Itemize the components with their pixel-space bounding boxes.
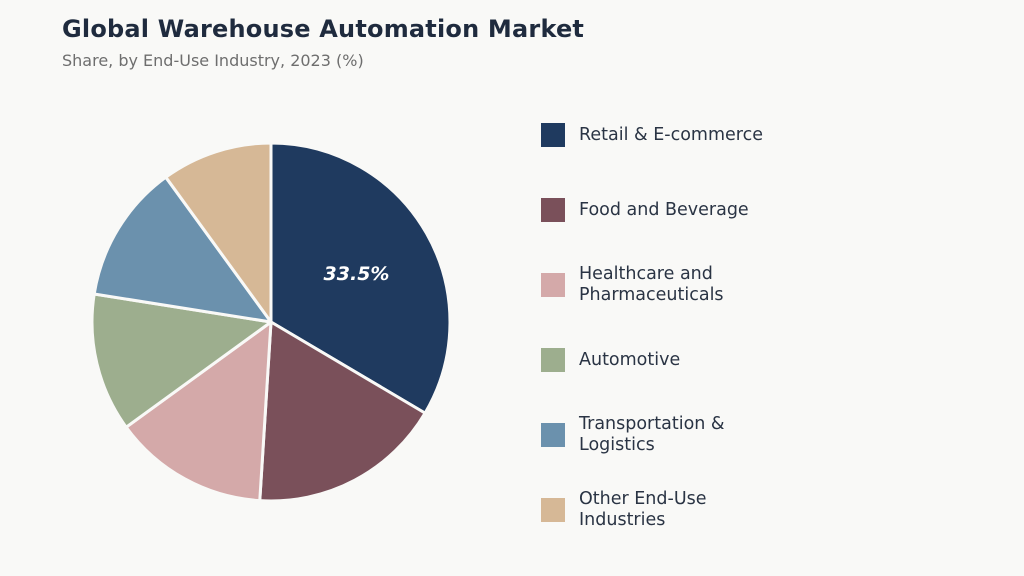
legend-swatch <box>541 423 565 447</box>
slice-value-label-1: 33.5% <box>324 263 390 285</box>
pie-slice-4 <box>90 292 273 429</box>
legend-label: Healthcare and Pharmaceuticals <box>579 264 724 305</box>
legend-item: Healthcare and Pharmaceuticals <box>541 255 799 315</box>
legend-swatch <box>541 123 565 147</box>
pie-slice-3 <box>124 320 273 503</box>
chart-title: Global Warehouse Automation Market <box>62 15 585 43</box>
legend-item: Retail & E-commerce <box>541 105 799 165</box>
legend-swatch <box>541 273 565 297</box>
legend-swatch <box>541 498 565 522</box>
legend-item: Other End-Use Industries <box>541 480 799 540</box>
legend-label: Retail & E-commerce <box>579 124 763 145</box>
legend-item: Transportation & Logistics <box>541 405 799 465</box>
legend-label: Automotive <box>579 349 681 370</box>
legend-item: Food and Beverage <box>541 180 799 240</box>
legend-label: Food and Beverage <box>579 199 749 220</box>
legend-swatch <box>541 198 565 222</box>
legend-label: Other End-Use Industries <box>579 489 707 530</box>
pie-slice-1 <box>269 141 452 415</box>
chart-subtitle: Share, by End-Use Industry, 2023 (%) <box>62 51 364 70</box>
pie-slice-6 <box>164 141 273 324</box>
legend-item: Automotive <box>541 330 799 390</box>
pie-slice-5 <box>92 175 273 324</box>
pie-slice-2 <box>258 320 427 503</box>
legend-label: Transportation & Logistics <box>579 414 725 455</box>
legend-swatch <box>541 348 565 372</box>
